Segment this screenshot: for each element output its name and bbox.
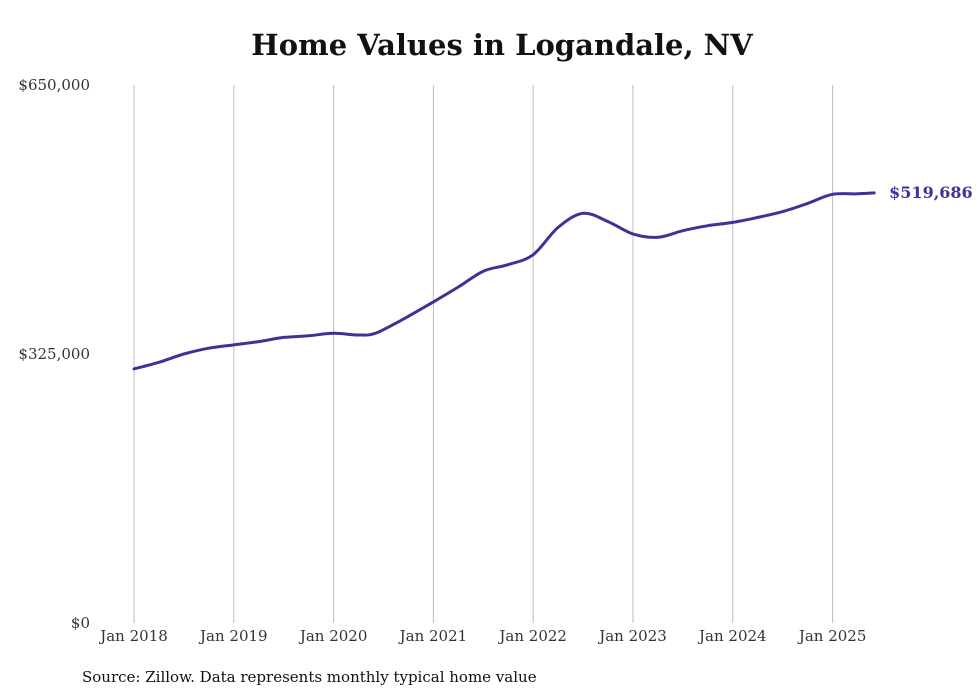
source-note: Source: Zillow. Data represents monthly … xyxy=(82,668,537,686)
y-tick-label: $0 xyxy=(71,614,90,632)
y-tick-label: $650,000 xyxy=(18,76,90,94)
x-tick-label: Jan 2019 xyxy=(198,627,268,645)
end-value-label: $519,686 xyxy=(889,183,973,202)
x-tick-label: Jan 2024 xyxy=(697,627,767,645)
x-tick-label: Jan 2021 xyxy=(398,627,468,645)
x-tick-label: Jan 2018 xyxy=(98,627,168,645)
x-tick-label: Jan 2025 xyxy=(797,627,867,645)
y-axis-ticks: $0 $325,000 $650,000 xyxy=(18,76,90,632)
y-tick-label: $325,000 xyxy=(18,345,90,363)
gridlines xyxy=(133,85,834,623)
x-tick-label: Jan 2023 xyxy=(597,627,667,645)
x-tick-label: Jan 2020 xyxy=(298,627,368,645)
x-axis-ticks: Jan 2018 Jan 2019 Jan 2020 Jan 2021 Jan 2022… xyxy=(98,627,866,645)
x-tick-label: Jan 2022 xyxy=(497,627,567,645)
series-line xyxy=(132,191,876,371)
chart-title: Home Values in Logandale, NV xyxy=(251,28,753,62)
